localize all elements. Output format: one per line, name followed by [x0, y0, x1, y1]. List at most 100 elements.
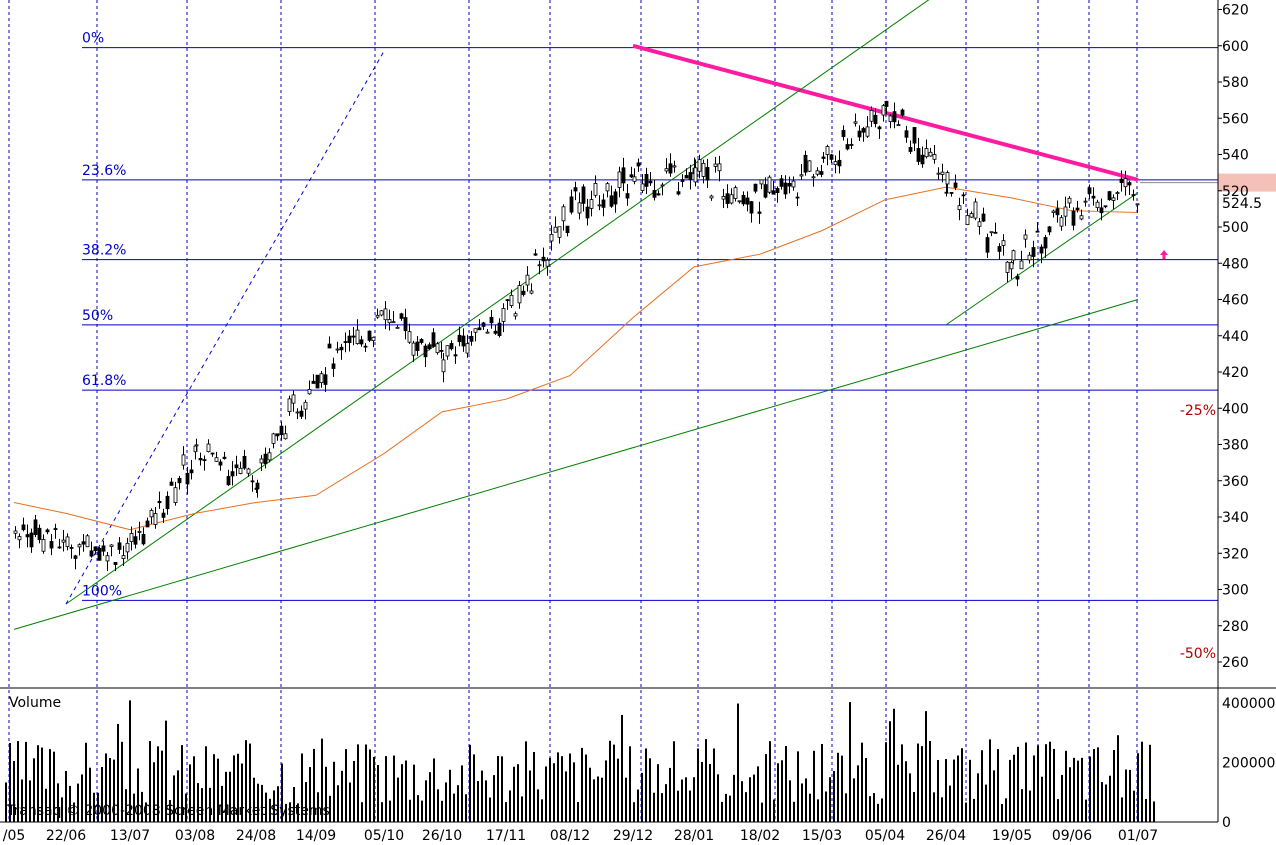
trendline [13, 299, 1139, 630]
candle-body [561, 206, 566, 222]
candle-body [465, 343, 470, 354]
candle-body [693, 167, 698, 183]
candle-body [617, 171, 622, 188]
candle-body [757, 211, 762, 214]
candle-body [621, 167, 626, 184]
price-tick-label: 320 [1222, 546, 1249, 562]
candle-body [1055, 208, 1060, 216]
candle-body [307, 389, 312, 395]
candle-body [1071, 210, 1076, 226]
candle-body [953, 182, 958, 188]
candle-body [287, 398, 292, 413]
candle-body [845, 144, 850, 150]
candle-body [1031, 247, 1036, 257]
fibonacci-label: 23.6% [82, 163, 126, 179]
candle-body [609, 195, 614, 207]
date-tick-label: 17/11 [486, 828, 526, 844]
candle-body [230, 471, 235, 477]
candle-body [1107, 191, 1112, 201]
candle-body [291, 394, 296, 404]
candle-body [877, 126, 882, 130]
candle-body [371, 336, 376, 342]
candle-body [198, 457, 203, 461]
candle-body [799, 174, 804, 177]
candle-body [1103, 205, 1108, 208]
candle-body [969, 213, 974, 218]
candle-body [423, 345, 428, 358]
price-grid [8, 0, 1138, 822]
candle-body [825, 146, 830, 155]
candle-body [303, 401, 308, 410]
price-tick-label: 260 [1222, 655, 1249, 671]
candle-body [807, 160, 812, 172]
candle-body [759, 179, 764, 185]
price-tick-label: 460 [1222, 293, 1249, 309]
candle-body [97, 548, 102, 561]
trendline [632, 43, 1139, 182]
candle-body [395, 326, 400, 329]
candle-body [275, 433, 280, 437]
candle-body [585, 206, 590, 219]
candle-body [1075, 207, 1080, 211]
candle-body [644, 174, 649, 187]
candle-body [573, 187, 578, 192]
date-tick-label: 14/09 [296, 828, 336, 844]
candle-body [173, 487, 178, 503]
candle-body [944, 191, 949, 194]
candle-body [857, 130, 862, 138]
candle-body [869, 110, 874, 122]
candle-body [13, 530, 18, 534]
candle-body [737, 200, 742, 203]
candle-body [403, 317, 408, 332]
candle-body [632, 176, 637, 182]
date-tick-label: 15/03 [802, 828, 842, 844]
candle-body [533, 253, 538, 256]
candle-body [279, 425, 284, 436]
candle-body [833, 161, 838, 166]
candle-body [117, 542, 122, 550]
candle-body [961, 194, 966, 197]
candle-body [299, 410, 304, 417]
candle-body [449, 343, 454, 350]
candle-body [194, 444, 199, 447]
candle-body [355, 329, 360, 344]
candle-body [1047, 226, 1052, 233]
moving-average [13, 186, 1139, 531]
fibonacci-label: 38.2% [82, 243, 126, 259]
candle-body [57, 546, 62, 549]
candle-body [660, 184, 665, 187]
candle-body [343, 341, 348, 343]
candle-body [713, 163, 718, 167]
last-price-box [1218, 173, 1276, 192]
candle-body [145, 520, 150, 528]
candle-body [896, 124, 901, 127]
price-tick-label: 280 [1222, 619, 1249, 635]
candle-body [1095, 201, 1100, 209]
date-tick-label: 05/04 [865, 828, 905, 844]
candle-body [477, 327, 482, 331]
candle-body [541, 256, 546, 262]
candle-body [399, 313, 404, 319]
candle-body [29, 532, 34, 548]
candle-body [640, 183, 645, 191]
candle-body [1087, 187, 1092, 194]
candle-body [795, 196, 800, 199]
price-tick-label: 540 [1222, 148, 1249, 164]
candle-body [81, 541, 86, 545]
candle-body [347, 335, 352, 344]
candle-body [853, 121, 858, 124]
candle-body [327, 343, 332, 349]
candle-body [684, 175, 689, 179]
candle-body [259, 458, 264, 464]
candle-body [783, 182, 788, 195]
candle-body [977, 221, 982, 227]
candle-body [359, 339, 364, 345]
candle-body [263, 453, 268, 465]
candle-body [668, 163, 673, 174]
candle-body [69, 547, 74, 549]
date-tick-label: 26/10 [422, 828, 462, 844]
candle-body [1079, 215, 1084, 220]
candle-body [497, 322, 502, 336]
candle-body [821, 156, 826, 159]
